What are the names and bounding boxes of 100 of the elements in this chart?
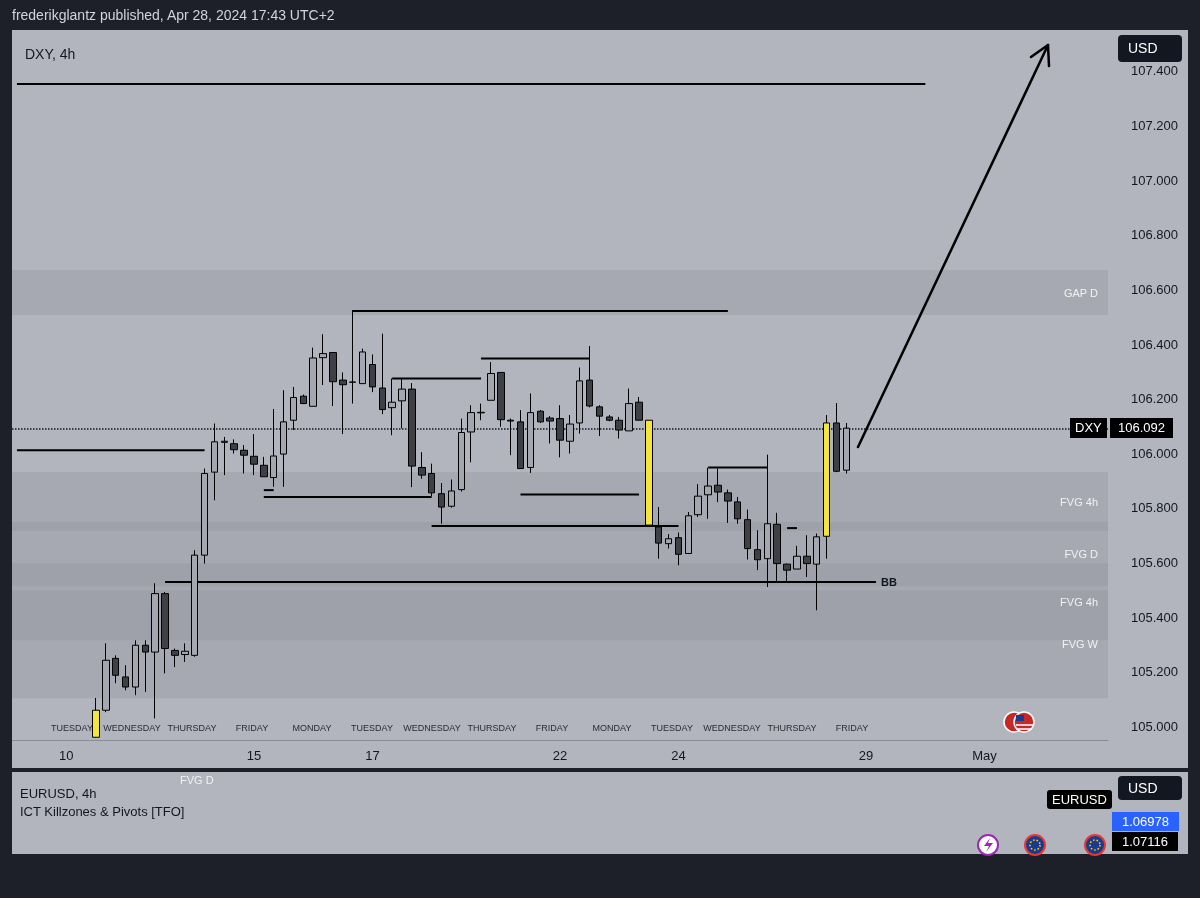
candlestick bbox=[507, 418, 514, 456]
annotation: FRIDAY bbox=[235, 723, 269, 733]
candlestick bbox=[823, 414, 830, 560]
candlestick bbox=[132, 639, 139, 696]
y-tick-label: 105.000 bbox=[1131, 718, 1178, 734]
candlestick bbox=[230, 438, 238, 455]
candlestick bbox=[685, 511, 692, 554]
y-tick-label: 107.400 bbox=[1131, 63, 1178, 79]
text: FVG D bbox=[180, 774, 214, 786]
candlestick bbox=[635, 396, 643, 421]
candlestick bbox=[319, 333, 327, 386]
candlestick bbox=[744, 509, 751, 560]
y-tick-label: 107.000 bbox=[1131, 172, 1178, 188]
candlestick bbox=[112, 654, 119, 684]
candlestick bbox=[418, 451, 426, 480]
x-tick-label: 15 bbox=[246, 748, 262, 763]
candlestick bbox=[408, 382, 416, 488]
candlestick bbox=[369, 353, 376, 393]
candlestick bbox=[122, 664, 129, 691]
annotation: THURSDAY bbox=[467, 723, 517, 733]
annotation: TUESDAY bbox=[651, 723, 693, 733]
x-tick-label: 29 bbox=[858, 748, 874, 763]
annotation: FRIDAY bbox=[835, 723, 869, 733]
annotation: WEDNESDAY bbox=[403, 723, 461, 733]
candlestick bbox=[734, 496, 741, 525]
x-tick-label: 17 bbox=[365, 748, 380, 763]
candlestick bbox=[211, 423, 218, 501]
band-label: FVG 4h bbox=[1060, 495, 1098, 508]
candlestick bbox=[724, 489, 732, 524]
candlestick bbox=[546, 415, 554, 444]
y-tick-label: 107.200 bbox=[1131, 118, 1178, 134]
candlestick bbox=[300, 394, 307, 405]
candlestick bbox=[477, 403, 485, 421]
candlestick bbox=[309, 347, 317, 407]
annotation: THURSDAY bbox=[767, 723, 817, 733]
candlestick bbox=[675, 531, 682, 566]
x-tick-label: 10 bbox=[59, 748, 74, 763]
candlestick bbox=[556, 404, 564, 458]
annotation: TUESDAY bbox=[51, 723, 93, 733]
annotation: THURSDAY bbox=[167, 723, 217, 733]
text: 1.07116 bbox=[1112, 832, 1179, 851]
candlestick bbox=[379, 333, 386, 415]
text: USD bbox=[1118, 35, 1182, 62]
annotation: WEDNESDAY bbox=[103, 723, 161, 733]
band-label: FVG 4h bbox=[1060, 595, 1098, 608]
candlestick bbox=[92, 697, 100, 738]
text: USD bbox=[1118, 776, 1182, 800]
y-tick-label: 106.000 bbox=[1131, 445, 1178, 461]
candlestick bbox=[221, 436, 228, 476]
band-label: FVG W bbox=[1061, 638, 1099, 651]
candlestick bbox=[171, 648, 179, 668]
candlestick bbox=[487, 361, 495, 401]
candlestick bbox=[833, 402, 840, 473]
annotation: FRIDAY bbox=[535, 723, 569, 733]
text: ICT Killzones & Pivots [TFO] bbox=[20, 804, 185, 819]
candlestick bbox=[517, 409, 524, 470]
candlestick bbox=[448, 478, 455, 509]
candlestick bbox=[596, 404, 603, 437]
candlestick bbox=[497, 371, 505, 428]
candlestick bbox=[359, 348, 366, 385]
candlestick bbox=[260, 456, 268, 478]
candlestick bbox=[102, 642, 110, 713]
y-tick-label: 105.800 bbox=[1131, 500, 1178, 516]
band-label: GAP D bbox=[1063, 286, 1099, 299]
candlestick bbox=[803, 534, 811, 578]
candlestick bbox=[606, 414, 613, 422]
candlestick bbox=[527, 392, 534, 474]
y-tick-label: 106.200 bbox=[1131, 391, 1178, 407]
candlestick bbox=[280, 389, 287, 488]
candlestick bbox=[467, 404, 475, 463]
candlestick bbox=[240, 444, 248, 474]
annotation: WEDNESDAY bbox=[703, 723, 761, 733]
y-tick-label: 105.600 bbox=[1131, 555, 1178, 570]
candlestick bbox=[843, 422, 850, 474]
x-tick-label: 22 bbox=[552, 748, 568, 763]
ref-line-label: DXY bbox=[1070, 418, 1107, 439]
candlestick bbox=[142, 639, 149, 693]
text: EURUSD bbox=[1047, 790, 1112, 809]
candlestick bbox=[339, 371, 347, 435]
candlestick bbox=[201, 468, 208, 565]
annotation: TUESDAY bbox=[351, 723, 393, 733]
candlestick bbox=[270, 408, 277, 488]
text: 1.06978 bbox=[1112, 812, 1179, 831]
candlestick bbox=[793, 545, 801, 570]
candlestick bbox=[665, 533, 672, 550]
candlestick bbox=[537, 409, 544, 424]
candlestick bbox=[290, 386, 297, 431]
candlestick bbox=[458, 418, 465, 492]
candlestick bbox=[566, 414, 574, 455]
candlestick bbox=[329, 352, 337, 407]
series-label: BB bbox=[880, 575, 897, 588]
candlestick bbox=[615, 416, 623, 440]
y-tick-label: 106.600 bbox=[1131, 281, 1178, 297]
candlestick bbox=[625, 388, 633, 432]
y-tick-label: 105.400 bbox=[1131, 609, 1178, 625]
band-label: FVG D bbox=[1064, 548, 1099, 561]
y-tick-label: 106.400 bbox=[1131, 336, 1178, 352]
x-tick-label: 24 bbox=[671, 748, 686, 763]
candlestick bbox=[576, 367, 583, 435]
candlestick bbox=[694, 483, 702, 518]
